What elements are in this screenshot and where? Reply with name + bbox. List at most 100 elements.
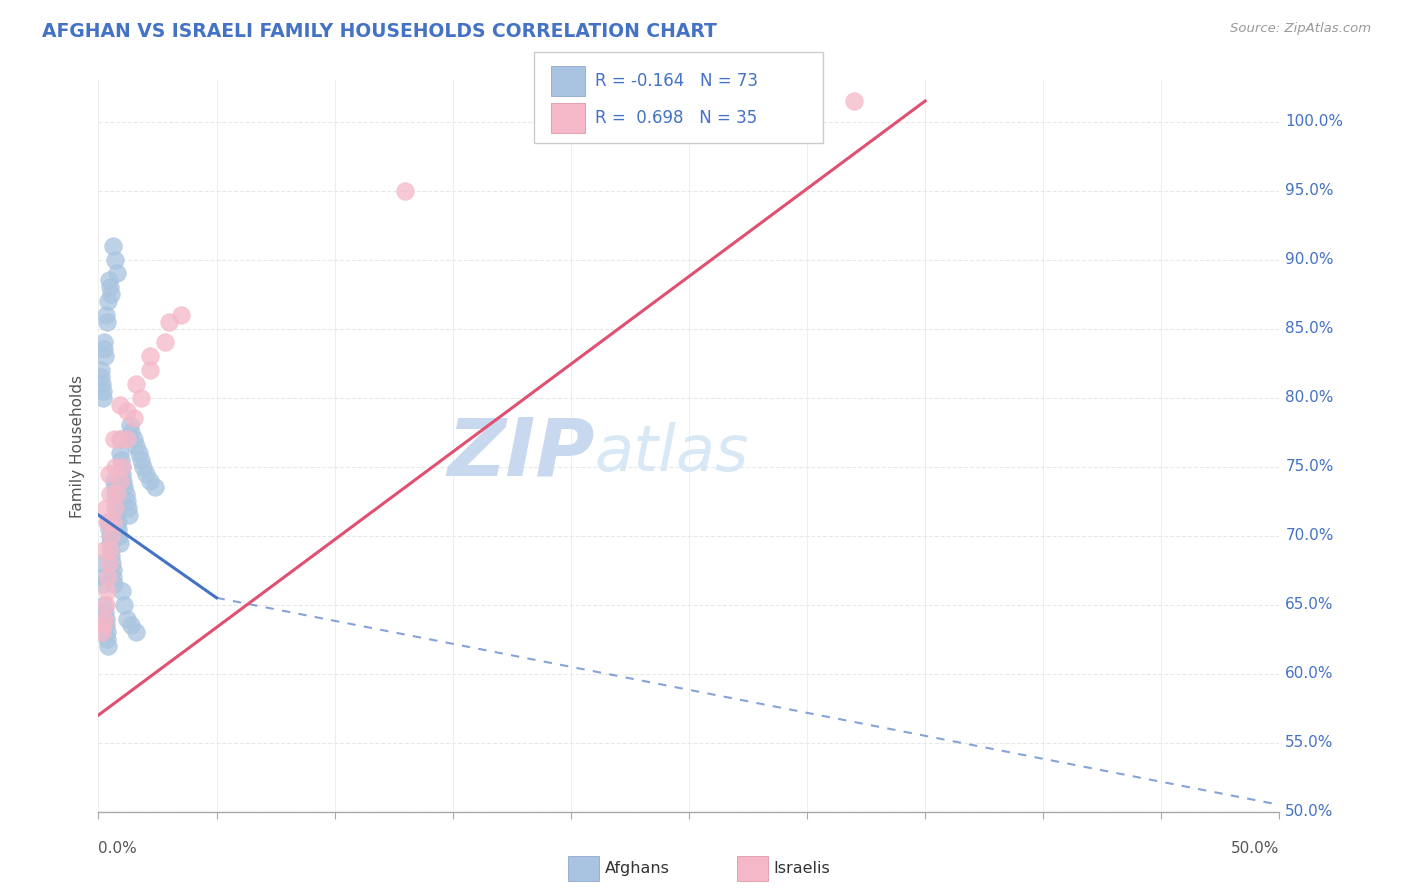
Point	[98, 522, 121, 536]
Point	[96, 583, 118, 598]
Point	[103, 432, 125, 446]
Point	[143, 480, 166, 494]
Point	[844, 94, 866, 108]
Point	[98, 529, 121, 543]
Point	[108, 474, 131, 488]
Point	[105, 487, 128, 501]
Point	[97, 570, 120, 584]
Point	[125, 376, 148, 391]
Point	[105, 501, 128, 516]
Point	[94, 611, 117, 625]
Point	[94, 605, 117, 619]
Text: 90.0%: 90.0%	[1285, 252, 1334, 268]
Point	[100, 549, 122, 564]
Point	[97, 294, 120, 309]
Point	[115, 432, 138, 446]
Point	[122, 411, 145, 425]
Point	[94, 349, 117, 363]
Text: AFGHAN VS ISRAELI FAMILY HOUSEHOLDS CORRELATION CHART: AFGHAN VS ISRAELI FAMILY HOUSEHOLDS CORR…	[42, 22, 717, 41]
Point	[91, 384, 114, 398]
Point	[112, 474, 135, 488]
Point	[117, 501, 139, 516]
Point	[101, 563, 124, 577]
Text: 65.0%: 65.0%	[1285, 598, 1334, 612]
Point	[110, 459, 132, 474]
Point	[98, 535, 121, 549]
Text: 0.0%: 0.0%	[98, 841, 138, 856]
Point	[91, 618, 114, 632]
Point	[103, 577, 125, 591]
Point	[93, 598, 115, 612]
Point	[114, 487, 136, 501]
Text: 85.0%: 85.0%	[1285, 321, 1334, 336]
Text: atlas: atlas	[595, 422, 749, 484]
Point	[101, 557, 124, 571]
Text: 50.0%: 50.0%	[1232, 841, 1279, 856]
Point	[98, 557, 121, 571]
Point	[93, 542, 115, 557]
Point	[121, 425, 143, 440]
Point	[125, 439, 148, 453]
Point	[122, 432, 145, 446]
Point	[100, 529, 122, 543]
Point	[91, 625, 114, 640]
Point	[100, 542, 122, 557]
Point	[107, 515, 129, 529]
Text: 70.0%: 70.0%	[1285, 528, 1334, 543]
Point	[101, 570, 124, 584]
Point	[107, 522, 129, 536]
Point	[128, 446, 150, 460]
Text: 80.0%: 80.0%	[1285, 390, 1334, 405]
Text: R = -0.164   N = 73: R = -0.164 N = 73	[595, 72, 758, 90]
Point	[94, 501, 117, 516]
Point	[139, 349, 162, 363]
Point	[170, 308, 193, 322]
Point	[110, 452, 132, 467]
Point	[98, 467, 121, 481]
Point	[91, 376, 114, 391]
Text: 60.0%: 60.0%	[1285, 666, 1334, 681]
Point	[129, 452, 152, 467]
Point	[115, 494, 138, 508]
Point	[129, 391, 152, 405]
Point	[105, 494, 128, 508]
Point	[91, 570, 114, 584]
Point	[97, 515, 120, 529]
Point	[112, 598, 135, 612]
Point	[120, 418, 142, 433]
Point	[96, 625, 118, 640]
Point	[98, 280, 121, 294]
Text: 50.0%: 50.0%	[1285, 805, 1334, 819]
Point	[153, 335, 176, 350]
Point	[104, 501, 127, 516]
Point	[105, 508, 128, 522]
Point	[105, 267, 128, 281]
Point	[98, 273, 121, 287]
Point	[103, 474, 125, 488]
Point	[104, 459, 127, 474]
Point	[104, 252, 127, 267]
Point	[121, 618, 143, 632]
Point	[157, 315, 180, 329]
Point	[91, 577, 114, 591]
Point	[101, 515, 124, 529]
Point	[90, 370, 112, 384]
Y-axis label: Family Households: Family Households	[70, 375, 86, 517]
Point	[139, 474, 162, 488]
Point	[112, 480, 135, 494]
Point	[108, 432, 131, 446]
Point	[96, 632, 118, 647]
Point	[104, 480, 127, 494]
Point	[101, 239, 124, 253]
Point	[96, 315, 118, 329]
Point	[108, 398, 131, 412]
Point	[139, 363, 162, 377]
Point	[125, 625, 148, 640]
Point	[108, 432, 131, 446]
Point	[111, 467, 134, 481]
Point	[135, 467, 157, 481]
Point	[97, 639, 120, 653]
Point	[90, 363, 112, 377]
Text: Israelis: Israelis	[773, 862, 830, 876]
Point	[104, 487, 127, 501]
